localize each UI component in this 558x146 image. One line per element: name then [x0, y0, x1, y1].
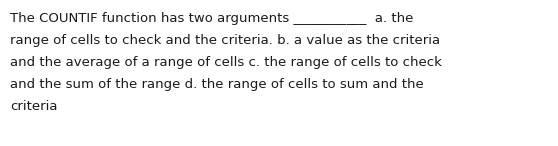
Text: The COUNTIF function has two arguments ___________  a. the: The COUNTIF function has two arguments _…: [10, 12, 413, 25]
Text: and the sum of the range d. the range of cells to sum and the: and the sum of the range d. the range of…: [10, 78, 424, 91]
Text: criteria: criteria: [10, 100, 57, 113]
Text: and the average of a range of cells c. the range of cells to check: and the average of a range of cells c. t…: [10, 56, 442, 69]
Text: range of cells to check and the criteria. b. a value as the criteria: range of cells to check and the criteria…: [10, 34, 440, 47]
